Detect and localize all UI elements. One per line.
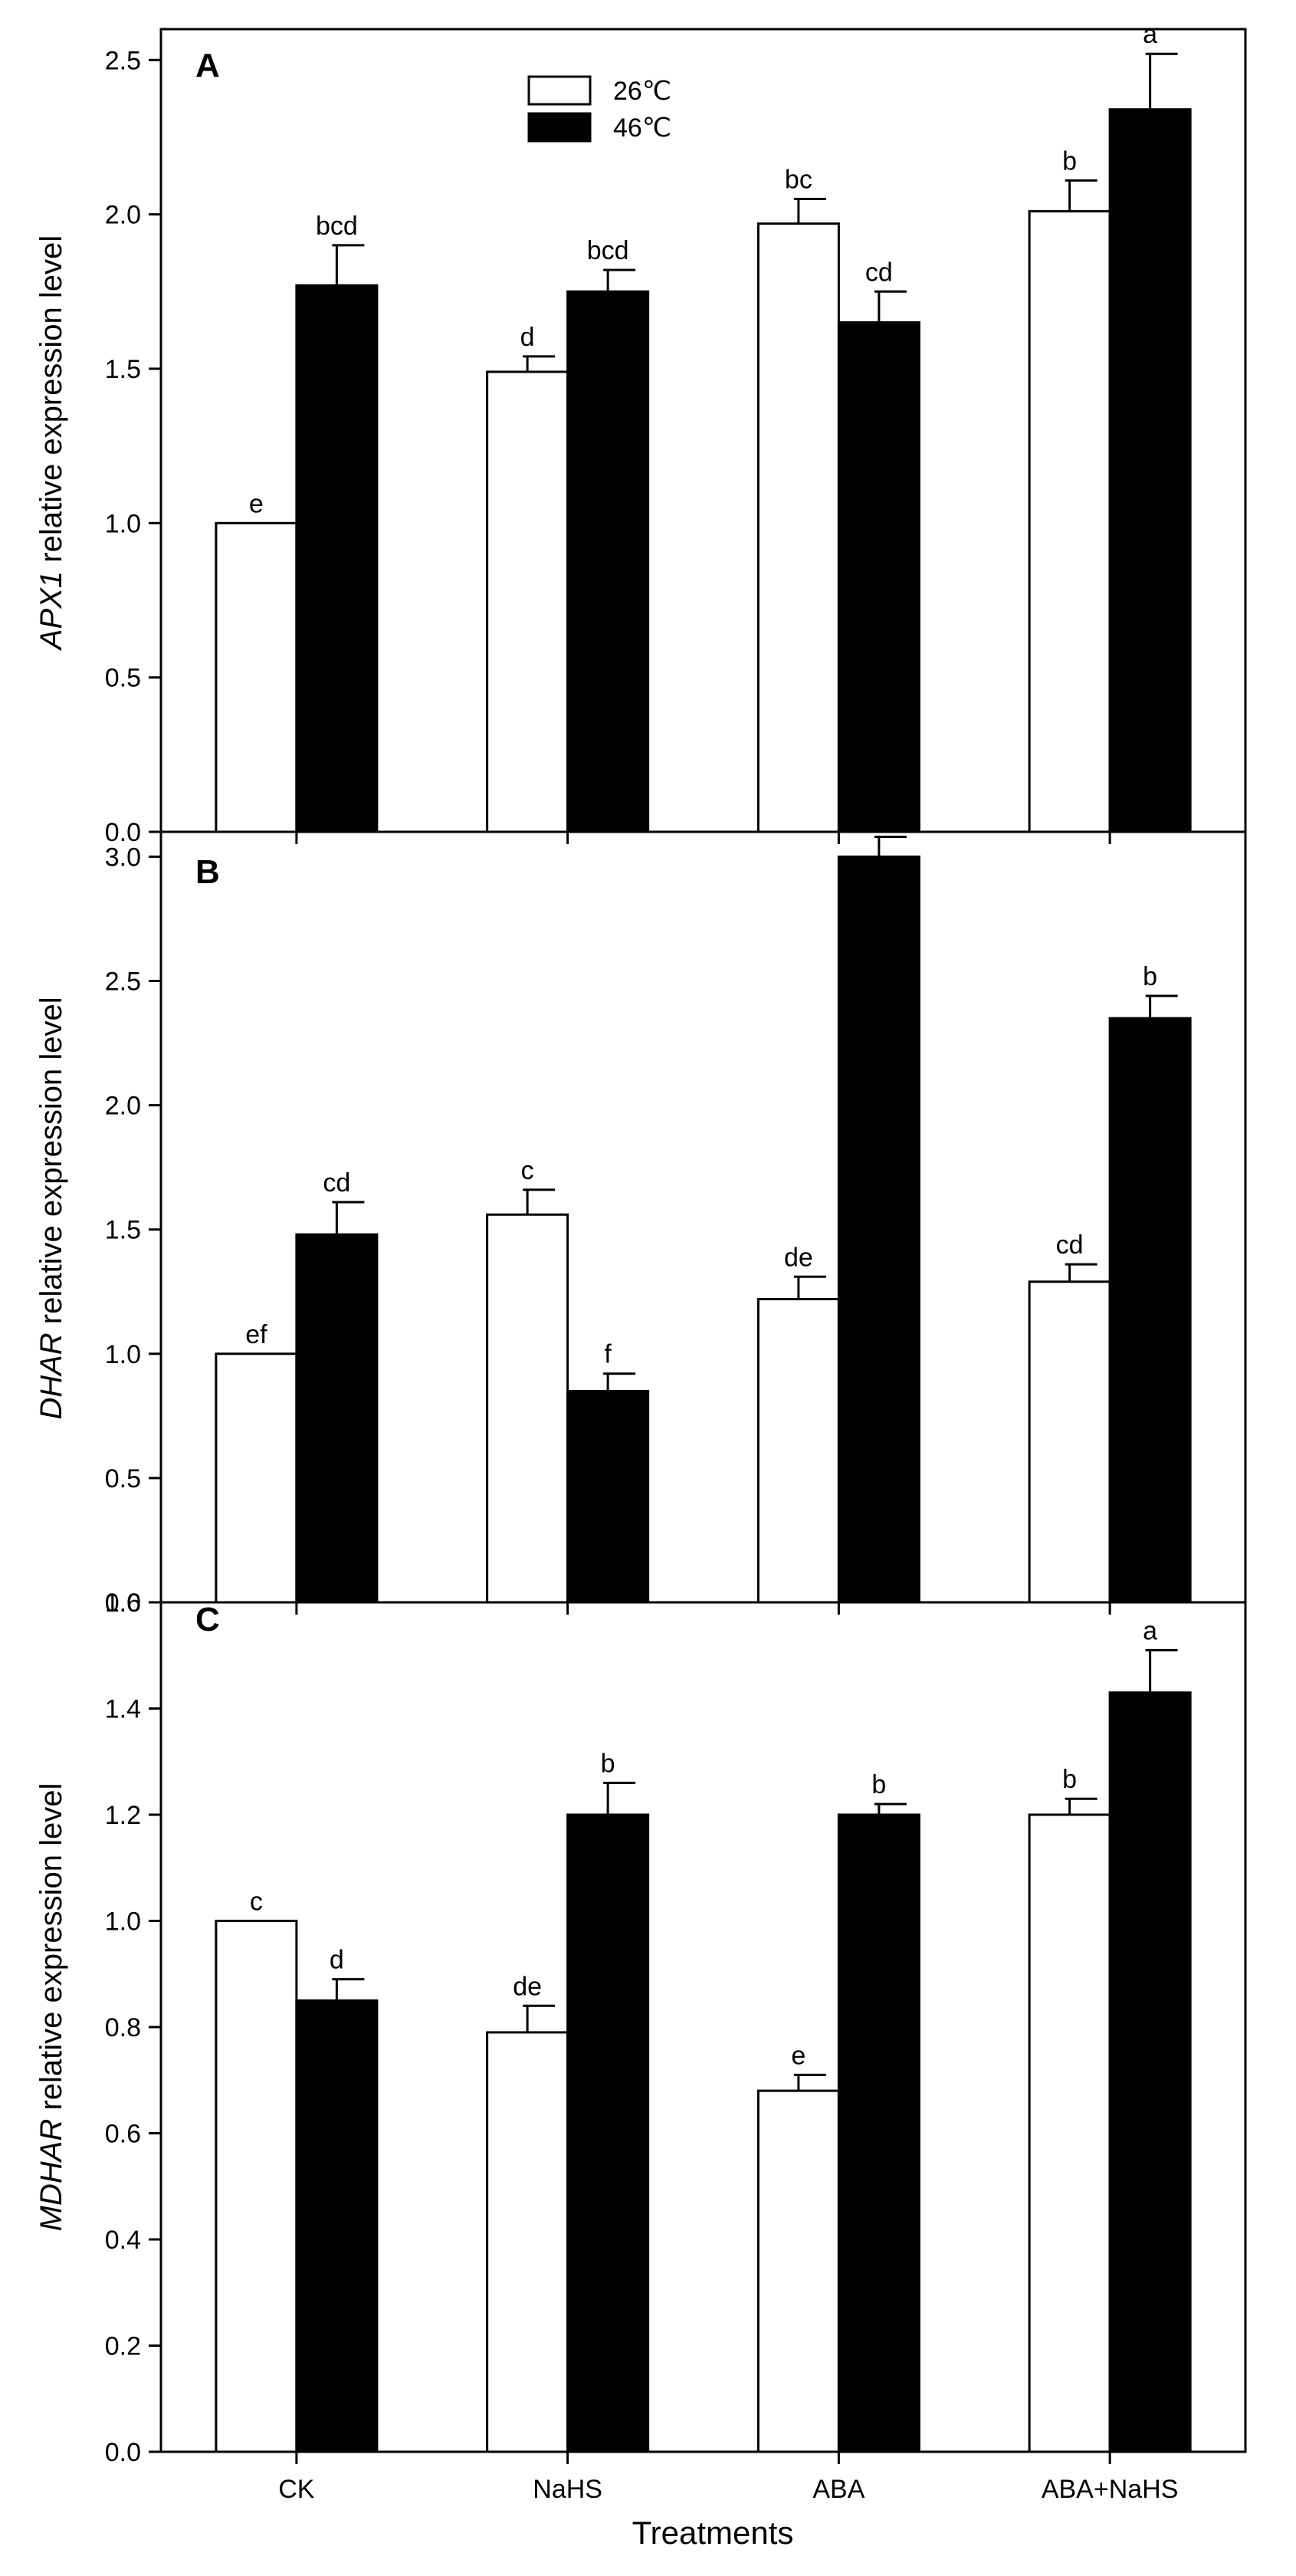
legend-swatch-46 (527, 112, 592, 143)
legend-swatch-26 (527, 75, 592, 106)
bar-46c-ck (295, 284, 379, 833)
y-tick-label: 0.5 (105, 664, 141, 693)
legend-label-26: 26℃ (613, 77, 671, 106)
bar-46c-aba-nahs (1108, 108, 1192, 833)
y-tick-label: 1.0 (105, 1907, 141, 1937)
y-tick-label: 0.0 (105, 1589, 141, 1618)
y-tick-label: 0.4 (105, 2226, 141, 2255)
bar-26c-nahs (486, 2031, 569, 2453)
x-tick-label-aba: ABA (812, 2475, 865, 2504)
x-tick-label-nahs: NaHS (533, 2475, 602, 2504)
bar-26c-aba (756, 222, 840, 833)
significance-letter: e (791, 2041, 805, 2070)
y-tick-label: 1.0 (105, 1340, 141, 1369)
significance-letter: bcd (316, 212, 358, 241)
significance-letter: d (330, 1946, 344, 1975)
bar-46c-aba (837, 855, 920, 1604)
bar-46c-nahs (566, 1813, 650, 2453)
x-tick-label-aba-nahs: ABA+NaHS (1042, 2475, 1179, 2504)
x-axis: CK NaHS ABA ABA+NaHS (278, 2475, 1178, 2504)
bar-46c-nahs (566, 1389, 650, 1604)
panel-c: MDHAR relative expression level C 0.0 0.2… (34, 1589, 1247, 2467)
y-tick-label: 1.2 (105, 1801, 141, 1830)
significance-letter: cd (1056, 1230, 1084, 1260)
significance-letter: bc (785, 165, 812, 194)
significance-letter: d (520, 323, 535, 352)
significance-letter: c (250, 1888, 263, 1917)
significance-letter: b (601, 1749, 615, 1778)
y-tick-label: 1.5 (105, 355, 141, 384)
significance-letter: f (604, 1340, 612, 1369)
significance-letter: de (513, 1972, 542, 2001)
y-tick-label: 2.0 (105, 201, 141, 230)
bar-46c-nahs (566, 290, 650, 833)
bar-26c-ck (215, 1920, 298, 2453)
significance-letter: c (521, 1156, 534, 1185)
bar-46c-aba-nahs (1108, 1017, 1192, 1604)
bar-46c-aba-nahs (1108, 1691, 1192, 2453)
y-tick-label: 0.6 (105, 2120, 141, 2149)
legend: 26℃ 46℃ (527, 75, 671, 143)
bar-26c-nahs (486, 370, 569, 833)
y-tick-label: 1.0 (105, 509, 141, 538)
y-tick-label: 1.6 (105, 1589, 141, 1618)
bar-26c-nahs (486, 1213, 569, 1604)
significance-letter: b (1062, 1765, 1077, 1794)
significance-letter: cd (323, 1168, 350, 1198)
bar-46c-aba (837, 321, 920, 833)
y-tick-label: 0.0 (105, 818, 141, 847)
x-axis-title: Treatments (632, 2515, 794, 2551)
panel-c-label: C (195, 1601, 220, 1638)
legend-label-46: 46℃ (613, 113, 671, 143)
x-tick-label-ck: CK (278, 2475, 315, 2504)
significance-letter: a (1143, 1616, 1157, 1645)
panel-b-label: B (195, 853, 220, 891)
significance-letter: b (871, 1770, 886, 1799)
bar-26c-aba (756, 1297, 840, 1604)
bar-46c-ck (295, 1233, 379, 1604)
significance-letter: ef (245, 1320, 267, 1349)
y-tick-label: 1.5 (105, 1216, 141, 1245)
significance-letter: e (249, 489, 264, 518)
y-tick-label: 0.5 (105, 1464, 141, 1493)
bar-26c-aba-nahs (1028, 1280, 1111, 1604)
y-tick-label: 2.5 (105, 968, 141, 997)
panel-b-ylabel: DHAR relative expression level (34, 997, 68, 1419)
bar-26c-ck (215, 521, 298, 833)
significance-letter: cd (865, 258, 893, 287)
y-tick-label: 1.4 (105, 1695, 141, 1724)
significance-letter: b (1143, 962, 1157, 991)
significance-letter: a (1143, 20, 1157, 49)
bar-46c-aba (837, 1813, 920, 2453)
bar-26c-aba-nahs (1028, 210, 1111, 833)
panel-a-ylabel: APX1 relative expression level (34, 235, 68, 651)
y-tick-label: 0.2 (105, 2332, 141, 2361)
panel-c-ylabel: MDHAR relative expression level (34, 1783, 68, 2232)
bar-26c-aba (756, 2089, 840, 2453)
bar-26c-ck (215, 1352, 298, 1604)
significance-letter: b (1062, 146, 1077, 176)
panel-b: DHAR relative expression level B 0.0 0.5 1… (34, 803, 1247, 1618)
bar-26c-aba-nahs (1028, 1813, 1111, 2453)
significance-letter: a (871, 803, 886, 832)
panel-a: APX1 relative expression level A 26℃ 46℃… (34, 20, 1247, 847)
panel-a-label: A (195, 47, 220, 84)
significance-letter: de (784, 1243, 813, 1272)
y-tick-label: 2.5 (105, 46, 141, 75)
significance-letter: bcd (587, 236, 629, 265)
y-tick-label: 2.0 (105, 1092, 141, 1121)
y-tick-label: 0.8 (105, 2013, 141, 2042)
y-tick-label: 0.0 (105, 2438, 141, 2467)
y-tick-label: 3.0 (105, 843, 141, 872)
bar-46c-ck (295, 1999, 379, 2453)
